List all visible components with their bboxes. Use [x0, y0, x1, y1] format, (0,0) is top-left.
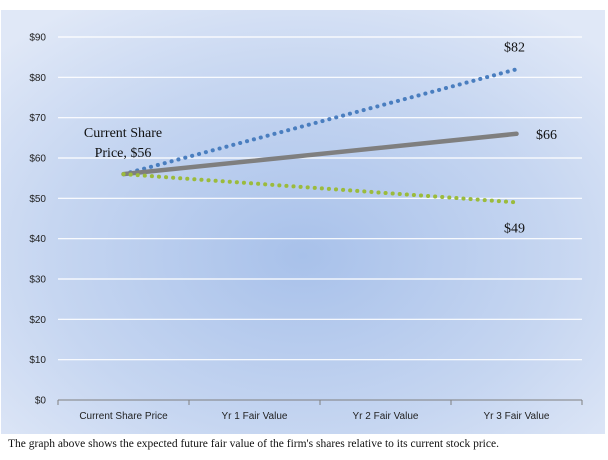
y-tick-label: $30 — [29, 275, 46, 286]
annotation-current-line2: Price, $56 — [95, 146, 152, 161]
data-label-low: $49 — [504, 221, 525, 236]
chart-background — [1, 10, 605, 434]
data-label-high: $82 — [504, 40, 525, 55]
series-line-low — [121, 172, 519, 205]
y-tick-label: $80 — [29, 73, 46, 84]
x-tick-label: Current Share Price — [79, 411, 168, 422]
y-tick-label: $20 — [29, 315, 46, 326]
x-tick-label: Yr 1 Fair Value — [222, 411, 288, 422]
y-tick-label: $90 — [29, 33, 46, 44]
x-tick-label: Yr 3 Fair Value — [484, 411, 550, 422]
y-tick-label: $60 — [29, 154, 46, 165]
y-tick-label: $50 — [29, 194, 46, 205]
y-tick-label: $0 — [35, 396, 47, 407]
y-tick-label: $70 — [29, 113, 46, 124]
chart: $0 $10 $20 $30 $40 $50 $60 $70 $80 $90 Current Sha… — [1, 10, 605, 434]
series-line-mid — [121, 131, 519, 177]
x-tick-label: Yr 2 Fair Value — [353, 411, 419, 422]
series-line-high — [121, 67, 519, 177]
annotation-current-line1: Current Share — [84, 126, 162, 141]
data-label-mid: $66 — [536, 128, 557, 143]
y-tick-label: $40 — [29, 234, 46, 245]
y-tick-label: $10 — [29, 355, 46, 366]
chart-caption: The graph above shows the expected futur… — [8, 438, 499, 450]
